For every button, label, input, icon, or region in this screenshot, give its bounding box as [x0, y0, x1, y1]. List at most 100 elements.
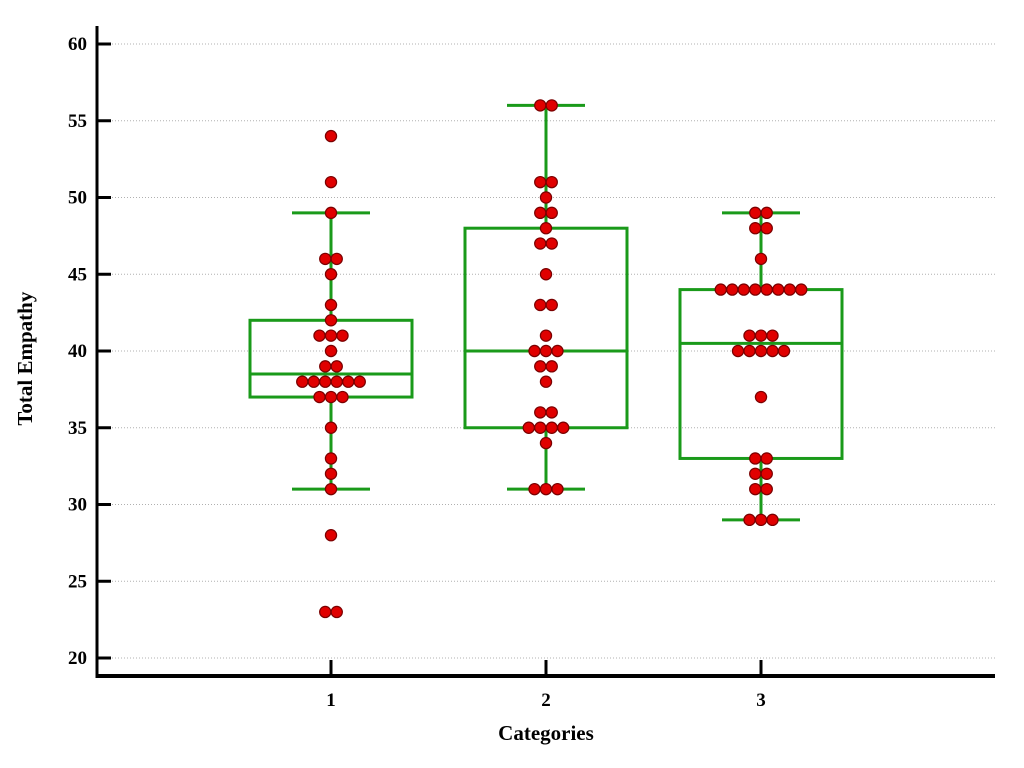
data-point-cat3	[743, 344, 756, 358]
data-point-cat3	[760, 467, 773, 480]
data-point-cat3	[760, 482, 773, 496]
data-point-cat2	[545, 421, 558, 434]
data-point-cat2	[522, 421, 535, 434]
data-point-cat1	[324, 206, 338, 220]
data-point-cat3	[795, 283, 808, 296]
data-point-cat2	[534, 237, 547, 250]
box-category-2	[463, 103, 629, 491]
data-point-cat2	[534, 206, 547, 220]
data-point-cat1	[307, 375, 320, 388]
data-point-cat3	[754, 513, 768, 527]
data-point-cat1	[330, 375, 343, 388]
ytick-label-25: 25	[68, 571, 87, 592]
data-point-cat3	[731, 344, 745, 358]
data-point-cat1	[324, 314, 338, 327]
data-point-cat3	[766, 344, 779, 358]
data-point-cat3	[749, 482, 762, 496]
data-point-cat3	[726, 283, 739, 296]
data-point-cat3	[760, 221, 773, 235]
data-point-cat1	[353, 375, 366, 388]
data-point-cat1	[324, 467, 338, 480]
data-point-cat2	[528, 344, 541, 358]
data-point-cat1	[319, 252, 332, 266]
ytick-label-30: 30	[68, 495, 87, 516]
data-point-cat2	[545, 298, 558, 312]
data-point-cat2	[534, 298, 547, 312]
data-point-cat2	[539, 329, 553, 342]
data-point-cat2	[539, 221, 553, 235]
data-point-cat1	[324, 390, 338, 404]
data-point-cat3	[743, 329, 756, 342]
data-point-cat3	[749, 206, 762, 220]
data-point-cat2	[539, 482, 553, 496]
ytick-label-50: 50	[68, 188, 87, 209]
data-point-cat1	[319, 605, 332, 619]
data-point-cat1	[342, 375, 355, 388]
data-point-cat2	[545, 175, 558, 189]
data-point-cat3	[777, 344, 791, 358]
data-point-cat1	[324, 329, 338, 342]
ytick-label-60: 60	[68, 34, 87, 55]
data-point-cat1	[313, 390, 326, 404]
data-point-cat2	[545, 206, 558, 220]
data-point-cat1	[336, 390, 349, 404]
data-point-cat3	[749, 283, 762, 296]
data-point-cat2	[528, 482, 541, 496]
data-point-cat3	[749, 452, 762, 465]
ytick-label-40: 40	[68, 341, 87, 362]
data-point-cat1	[324, 298, 338, 312]
data-point-cat1	[324, 129, 338, 143]
data-point-cat3	[754, 344, 768, 358]
data-point-cat3	[714, 283, 727, 296]
data-point-cat2	[557, 421, 570, 434]
data-point-cat1	[330, 605, 343, 619]
data-point-cat1	[324, 268, 338, 281]
data-point-cat1	[324, 175, 338, 189]
data-point-cat2	[545, 360, 558, 373]
data-point-cat1	[330, 360, 343, 373]
data-point-cat1	[324, 482, 338, 496]
data-point-cat2	[539, 344, 553, 358]
data-point-cat1	[324, 344, 338, 358]
data-point-cat3	[760, 452, 773, 465]
xtick-label-3: 3	[756, 690, 766, 711]
data-point-cat1	[324, 421, 338, 434]
data-point-cat3	[754, 252, 768, 266]
xtick-label-1: 1	[326, 690, 336, 711]
data-point-cat2	[539, 436, 553, 450]
data-point-cat2	[534, 421, 547, 434]
data-point-cat1	[319, 360, 332, 373]
ytick-label-20: 20	[68, 648, 87, 669]
data-point-cat2	[539, 268, 553, 281]
data-point-cat3	[783, 283, 796, 296]
data-point-cat2	[545, 237, 558, 250]
data-point-cat3	[743, 513, 756, 527]
data-point-cat2	[551, 344, 564, 358]
data-point-cat3	[766, 329, 779, 342]
data-point-cat1	[296, 375, 309, 388]
data-point-cat3	[749, 221, 762, 235]
ytick-label-55: 55	[68, 111, 87, 132]
data-point-cat3	[760, 206, 773, 220]
iqr-box	[463, 226, 629, 430]
data-points	[296, 99, 808, 619]
data-point-cat3	[766, 513, 779, 527]
x-axis-title: Categories	[498, 721, 594, 745]
ytick-label-45: 45	[68, 264, 87, 285]
x-axis-ticks: 1 2 3	[326, 660, 766, 711]
data-point-cat2	[534, 175, 547, 189]
data-point-cat1	[330, 252, 343, 266]
data-point-cat2	[551, 482, 564, 496]
data-point-cat1	[336, 329, 349, 342]
data-point-cat2	[545, 99, 558, 112]
y-axis-title: Total Empathy	[13, 291, 37, 426]
data-point-cat3	[737, 283, 750, 296]
data-point-cat1	[313, 329, 326, 342]
y-axis-ticks: 20 25 30 35 40 45 50 55 60	[68, 34, 111, 669]
data-point-cat1	[319, 375, 332, 388]
data-point-cat3	[754, 390, 768, 404]
data-point-cat2	[534, 99, 547, 112]
data-point-cat3	[749, 467, 762, 480]
